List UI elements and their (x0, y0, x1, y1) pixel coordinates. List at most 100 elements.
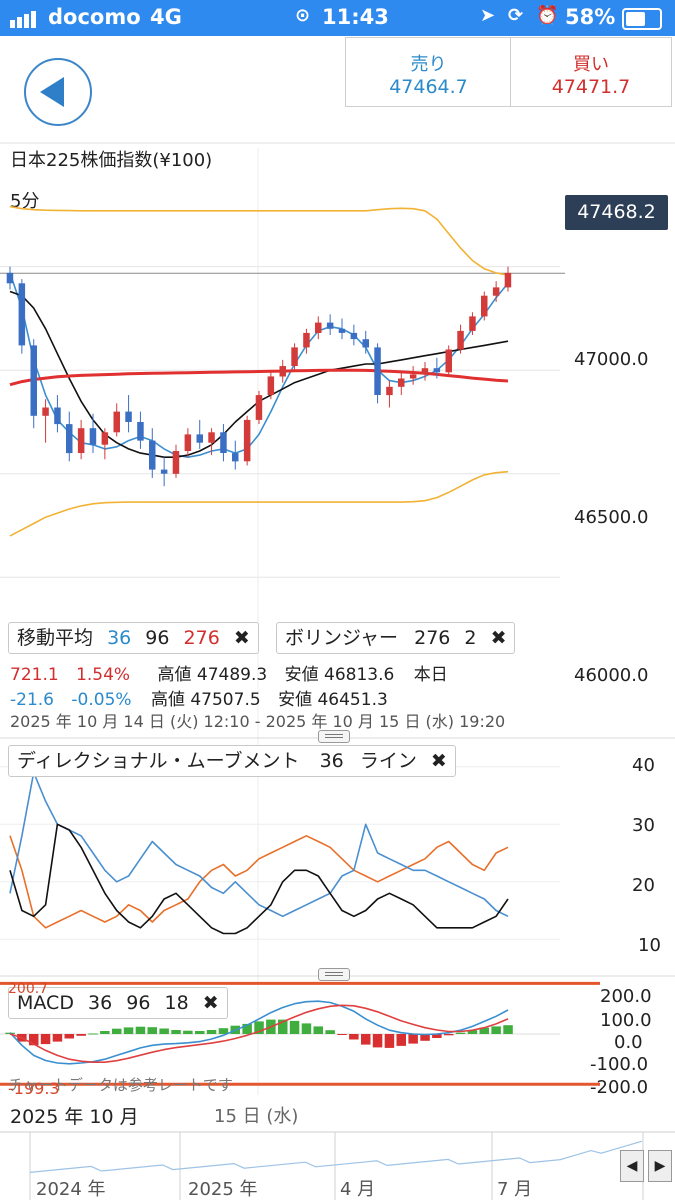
candle (481, 295, 488, 317)
macd-histogram-bar (218, 1028, 229, 1034)
macd-histogram-bar (88, 1033, 98, 1035)
candle (504, 272, 512, 288)
price-axis-label: 46000.0 (574, 665, 649, 686)
panel-resize-handle[interactable] (318, 968, 350, 981)
candle (232, 453, 239, 462)
carrier-name: docomo (48, 5, 141, 29)
dmi-label: ディレクショナル・ムーブメント (17, 750, 300, 772)
candle (421, 368, 429, 375)
macd-axis-label: 200.0 (600, 986, 652, 1007)
macd-lower-ref: -199.3 (8, 1079, 60, 1098)
dmi-plus-line (9, 834, 509, 929)
sell-quote-button[interactable]: 売り 47464.7 (345, 37, 512, 107)
navigator-next-button[interactable]: ▶ (648, 1150, 672, 1182)
close-icon[interactable]: ✖ (233, 627, 250, 649)
location-arrow-icon: ⊙ (295, 5, 311, 26)
candle (6, 272, 14, 284)
change-value: -21.6 (10, 690, 54, 710)
candle (243, 419, 251, 462)
candle (338, 328, 346, 333)
dmi-axis-label: 40 (632, 755, 655, 776)
navigator-label: 2025 年 (188, 1179, 258, 1200)
dmi-pill[interactable]: ディレクショナル・ムーブメント 36 ライン ✖ (8, 745, 456, 777)
battery-percent: 58% (565, 5, 616, 29)
low-label: 安値 (284, 665, 319, 685)
macd-histogram-bar (254, 1021, 264, 1034)
macd-histogram-bar (349, 1034, 359, 1040)
high-value: 47507.5 (190, 690, 261, 710)
candle (386, 386, 393, 396)
candle (149, 440, 156, 470)
macd-histogram-bar (195, 1031, 205, 1034)
instrument-title: 日本225株価指数(¥100) (10, 150, 213, 171)
candle (350, 332, 358, 340)
candle (54, 407, 61, 425)
macd-histogram-bar (491, 1026, 501, 1034)
candle (374, 347, 381, 395)
ma-36-line (9, 272, 509, 459)
candle (89, 428, 97, 445)
close-icon[interactable]: ✖ (202, 992, 219, 1014)
macd-histogram-bar (206, 1030, 217, 1034)
back-button[interactable] (24, 58, 92, 126)
macd-histogram-bar (159, 1028, 169, 1034)
candle (101, 432, 109, 445)
change-value: 721.1 (10, 665, 59, 685)
candle (457, 330, 464, 350)
candle (42, 407, 49, 416)
rotation-lock-icon: ⟳ (508, 5, 524, 26)
macd-histogram-bar (278, 1019, 288, 1034)
today-info-row: 721.1 1.54% 高値 47489.3 安値 46813.6 本日 (10, 660, 448, 685)
macd-histogram-bar (408, 1034, 418, 1044)
macd-label: MACD (17, 992, 74, 1014)
change-percent: -0.05% (71, 690, 132, 710)
macd-signal: 18 (164, 992, 189, 1014)
macd-histogram-bar (467, 1030, 478, 1034)
candle (279, 366, 286, 377)
close-icon[interactable]: ✖ (490, 627, 507, 649)
navigator-prev-button[interactable]: ◀ (620, 1150, 644, 1182)
dmi-period: 36 (319, 750, 344, 772)
macd-histogram-bar (313, 1026, 323, 1034)
macd-pill[interactable]: MACD 36 96 18 ✖ (8, 987, 228, 1019)
macd-signal-line (9, 1004, 509, 1063)
candle (196, 434, 203, 443)
panel-resize-handle[interactable] (318, 730, 350, 743)
current-price-marker: 47468.2 (565, 195, 668, 230)
candle (433, 368, 441, 373)
candle (30, 345, 37, 416)
macd-histogram-bar (29, 1034, 39, 1046)
buy-label: 買い (573, 54, 609, 75)
high-label: 高値 (150, 690, 185, 710)
close-icon[interactable]: ✖ (430, 750, 447, 772)
status-bar: docomo 4G ⊙ 11:43 ➤ ⟳ ⏰ 58% (0, 0, 675, 36)
bollinger-pill[interactable]: ボリンジャー 276 2 ✖ (276, 622, 516, 654)
chart-watermark: チャートデータは参考レートです (8, 1076, 233, 1094)
candle (255, 395, 263, 420)
moving-average-pill[interactable]: 移動平均 36 96 276 ✖ (8, 622, 259, 654)
candle (492, 287, 500, 296)
candle (267, 376, 275, 395)
high-label: 高値 (157, 665, 192, 685)
macd-histogram-bar (301, 1023, 312, 1034)
macd-histogram-bar (135, 1026, 146, 1034)
moving-average-label: 移動平均 (17, 627, 94, 649)
sell-price: 47464.7 (389, 76, 468, 98)
signal-icon (10, 9, 38, 28)
buy-quote-button[interactable]: 買い 47471.7 (510, 37, 672, 107)
date-range: 2025 年 10 月 14 日 (火) 12:10 - 2025 年 10 月… (10, 712, 506, 731)
dmi-axis-label: 30 (632, 815, 655, 836)
macd-histogram-bar (171, 1030, 181, 1034)
macd-histogram-bar (100, 1031, 110, 1034)
macd-histogram-bar (455, 1032, 466, 1034)
price-axis-label: 47000.0 (574, 349, 649, 370)
macd-histogram-bar (396, 1034, 406, 1046)
sell-label: 売り (410, 54, 447, 75)
timeframe-label[interactable]: 5分 (10, 191, 40, 212)
change-percent: 1.54% (76, 665, 131, 685)
macd-histogram-bar (372, 1034, 383, 1048)
macd-histogram-bar (444, 1034, 454, 1036)
macd-histogram-bar (64, 1034, 74, 1039)
macd-histogram-bar (76, 1034, 86, 1036)
